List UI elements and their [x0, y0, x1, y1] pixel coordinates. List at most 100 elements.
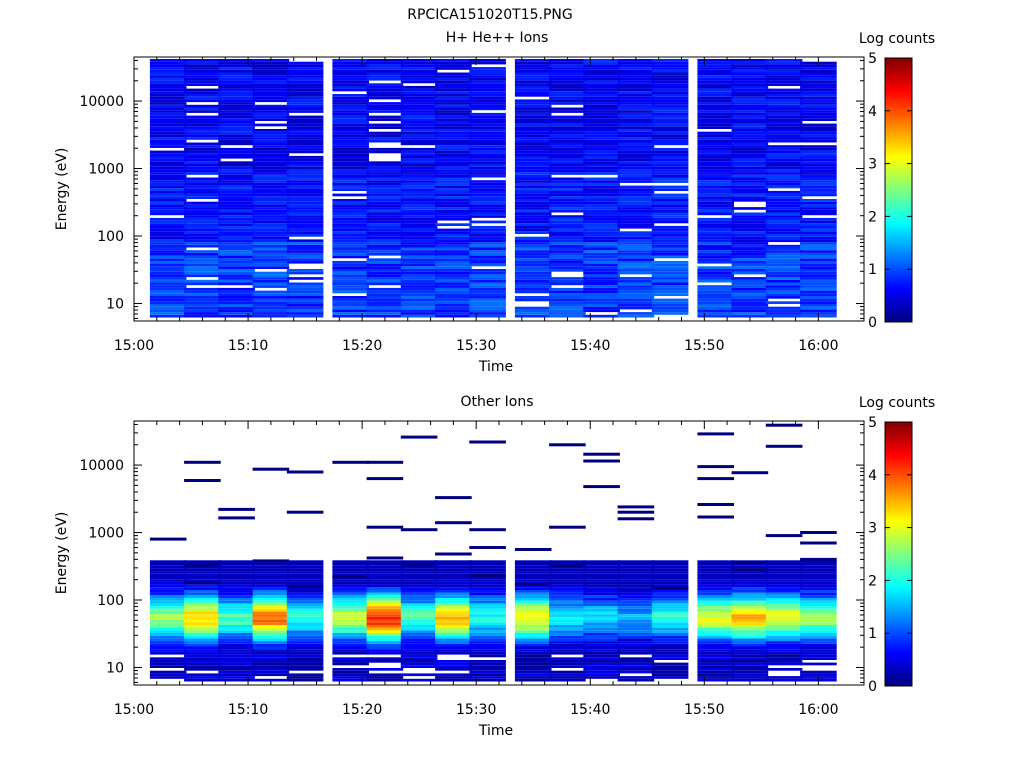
heatmap-cell	[366, 231, 404, 234]
heatmap-cell	[800, 231, 837, 234]
heatmap-cell	[149, 263, 187, 267]
heatmap-cell	[469, 59, 506, 62]
heatmap-cell	[583, 673, 620, 677]
heatmap-cell	[514, 242, 552, 245]
heatmap-cell	[252, 606, 290, 609]
heatmap-cell	[366, 118, 404, 121]
heatmap-line	[184, 460, 221, 464]
heatmap-cell	[651, 290, 689, 294]
heatmap-cell	[184, 560, 221, 563]
heatmap-cell	[400, 137, 438, 140]
heatmap-cell	[286, 223, 324, 226]
heatmap-cell	[252, 107, 290, 111]
heatmap-cell	[765, 587, 803, 590]
heatmap-cell	[252, 633, 290, 636]
heatmap-cell	[218, 177, 255, 181]
heatmap-cell	[252, 563, 290, 566]
heatmap-cell	[469, 83, 506, 86]
heatmap-cell	[800, 115, 837, 119]
heatmap-cell	[366, 608, 404, 612]
heatmap-cell	[252, 118, 290, 121]
heatmap-cell	[252, 630, 290, 633]
heatmap-cell	[617, 603, 655, 607]
heatmap-cell	[765, 312, 803, 315]
y-tick-label: 10	[106, 296, 124, 312]
heatmap-cell	[651, 665, 689, 668]
heatmap-cell	[469, 646, 506, 650]
heatmap-cell	[149, 228, 187, 232]
heatmap-cell	[731, 145, 769, 148]
heatmap-cell	[697, 115, 734, 119]
heatmap-cell	[435, 126, 472, 129]
heatmap-cell	[765, 99, 803, 103]
heatmap-cell	[252, 77, 290, 81]
heatmap-cell	[286, 649, 324, 652]
heatmap-cell	[549, 606, 586, 609]
heatmap-cell	[286, 150, 324, 154]
heatmap-cell	[400, 96, 438, 100]
heatmap-cell	[286, 581, 324, 585]
heatmap-cell	[731, 576, 769, 580]
heatmap-cell	[184, 678, 221, 682]
heatmap-cell	[286, 201, 324, 205]
heatmap-cell	[697, 678, 734, 682]
heatmap-cell	[549, 614, 586, 617]
heatmap-cell	[435, 616, 472, 620]
heatmap-cell	[617, 587, 655, 590]
heatmap-cell	[252, 188, 290, 191]
heatmap-cell	[400, 263, 438, 267]
heatmap-cell	[583, 139, 620, 143]
heatmap-cell	[366, 252, 404, 256]
heatmap-cell	[514, 576, 552, 580]
heatmap-cell	[583, 131, 620, 135]
heatmap-cell	[184, 244, 221, 248]
heatmap-cell	[184, 137, 221, 140]
heatmap-cell	[469, 260, 506, 264]
heatmap-cell	[332, 603, 369, 607]
heatmap-cell	[435, 234, 472, 237]
heatmap-cell	[800, 662, 837, 666]
heatmap-cell	[286, 678, 324, 682]
heatmap-cell	[332, 614, 369, 617]
heatmap-cell	[149, 665, 187, 668]
heatmap-cell	[252, 64, 290, 68]
heatmap-cell	[218, 287, 255, 291]
heatmap-cell	[184, 250, 221, 253]
heatmap-cell	[218, 651, 255, 655]
heatmap-cell	[731, 662, 769, 666]
heatmap-cell	[800, 164, 837, 167]
heatmap-cell	[651, 611, 689, 615]
heatmap-cell	[184, 279, 221, 283]
heatmap-cell	[252, 250, 290, 253]
heatmap-cell	[514, 118, 552, 121]
heatmap-cell	[697, 150, 734, 154]
heatmap-cell	[149, 611, 187, 615]
heatmap-cell	[149, 255, 187, 259]
heatmap-cell	[800, 147, 837, 151]
heatmap-cell	[286, 611, 324, 615]
heatmap-cell	[800, 598, 837, 601]
heatmap-cell	[366, 94, 404, 97]
heatmap-cell	[469, 274, 506, 278]
heatmap-cell	[286, 589, 324, 593]
heatmap-cell	[366, 223, 404, 226]
heatmap-cell	[218, 155, 255, 159]
heatmap-cell	[332, 657, 369, 660]
heatmap-cell	[400, 271, 438, 275]
heatmap-cell	[765, 641, 803, 644]
heatmap-cell	[514, 614, 552, 617]
heatmap-cell	[218, 67, 255, 70]
heatmap-cell	[252, 225, 290, 229]
heatmap-cell	[435, 660, 472, 663]
heatmap-cell	[800, 72, 837, 76]
colorbar-tick-label: 0	[868, 315, 877, 331]
heatmap-cell	[469, 182, 506, 186]
heatmap-cell	[765, 290, 803, 294]
heatmap-cell	[286, 260, 324, 264]
heatmap-cell	[469, 188, 506, 191]
heatmap-cell	[697, 641, 734, 644]
heatmap-cell	[332, 236, 369, 240]
heatmap-cell	[514, 77, 552, 81]
heatmap-cell	[800, 77, 837, 81]
